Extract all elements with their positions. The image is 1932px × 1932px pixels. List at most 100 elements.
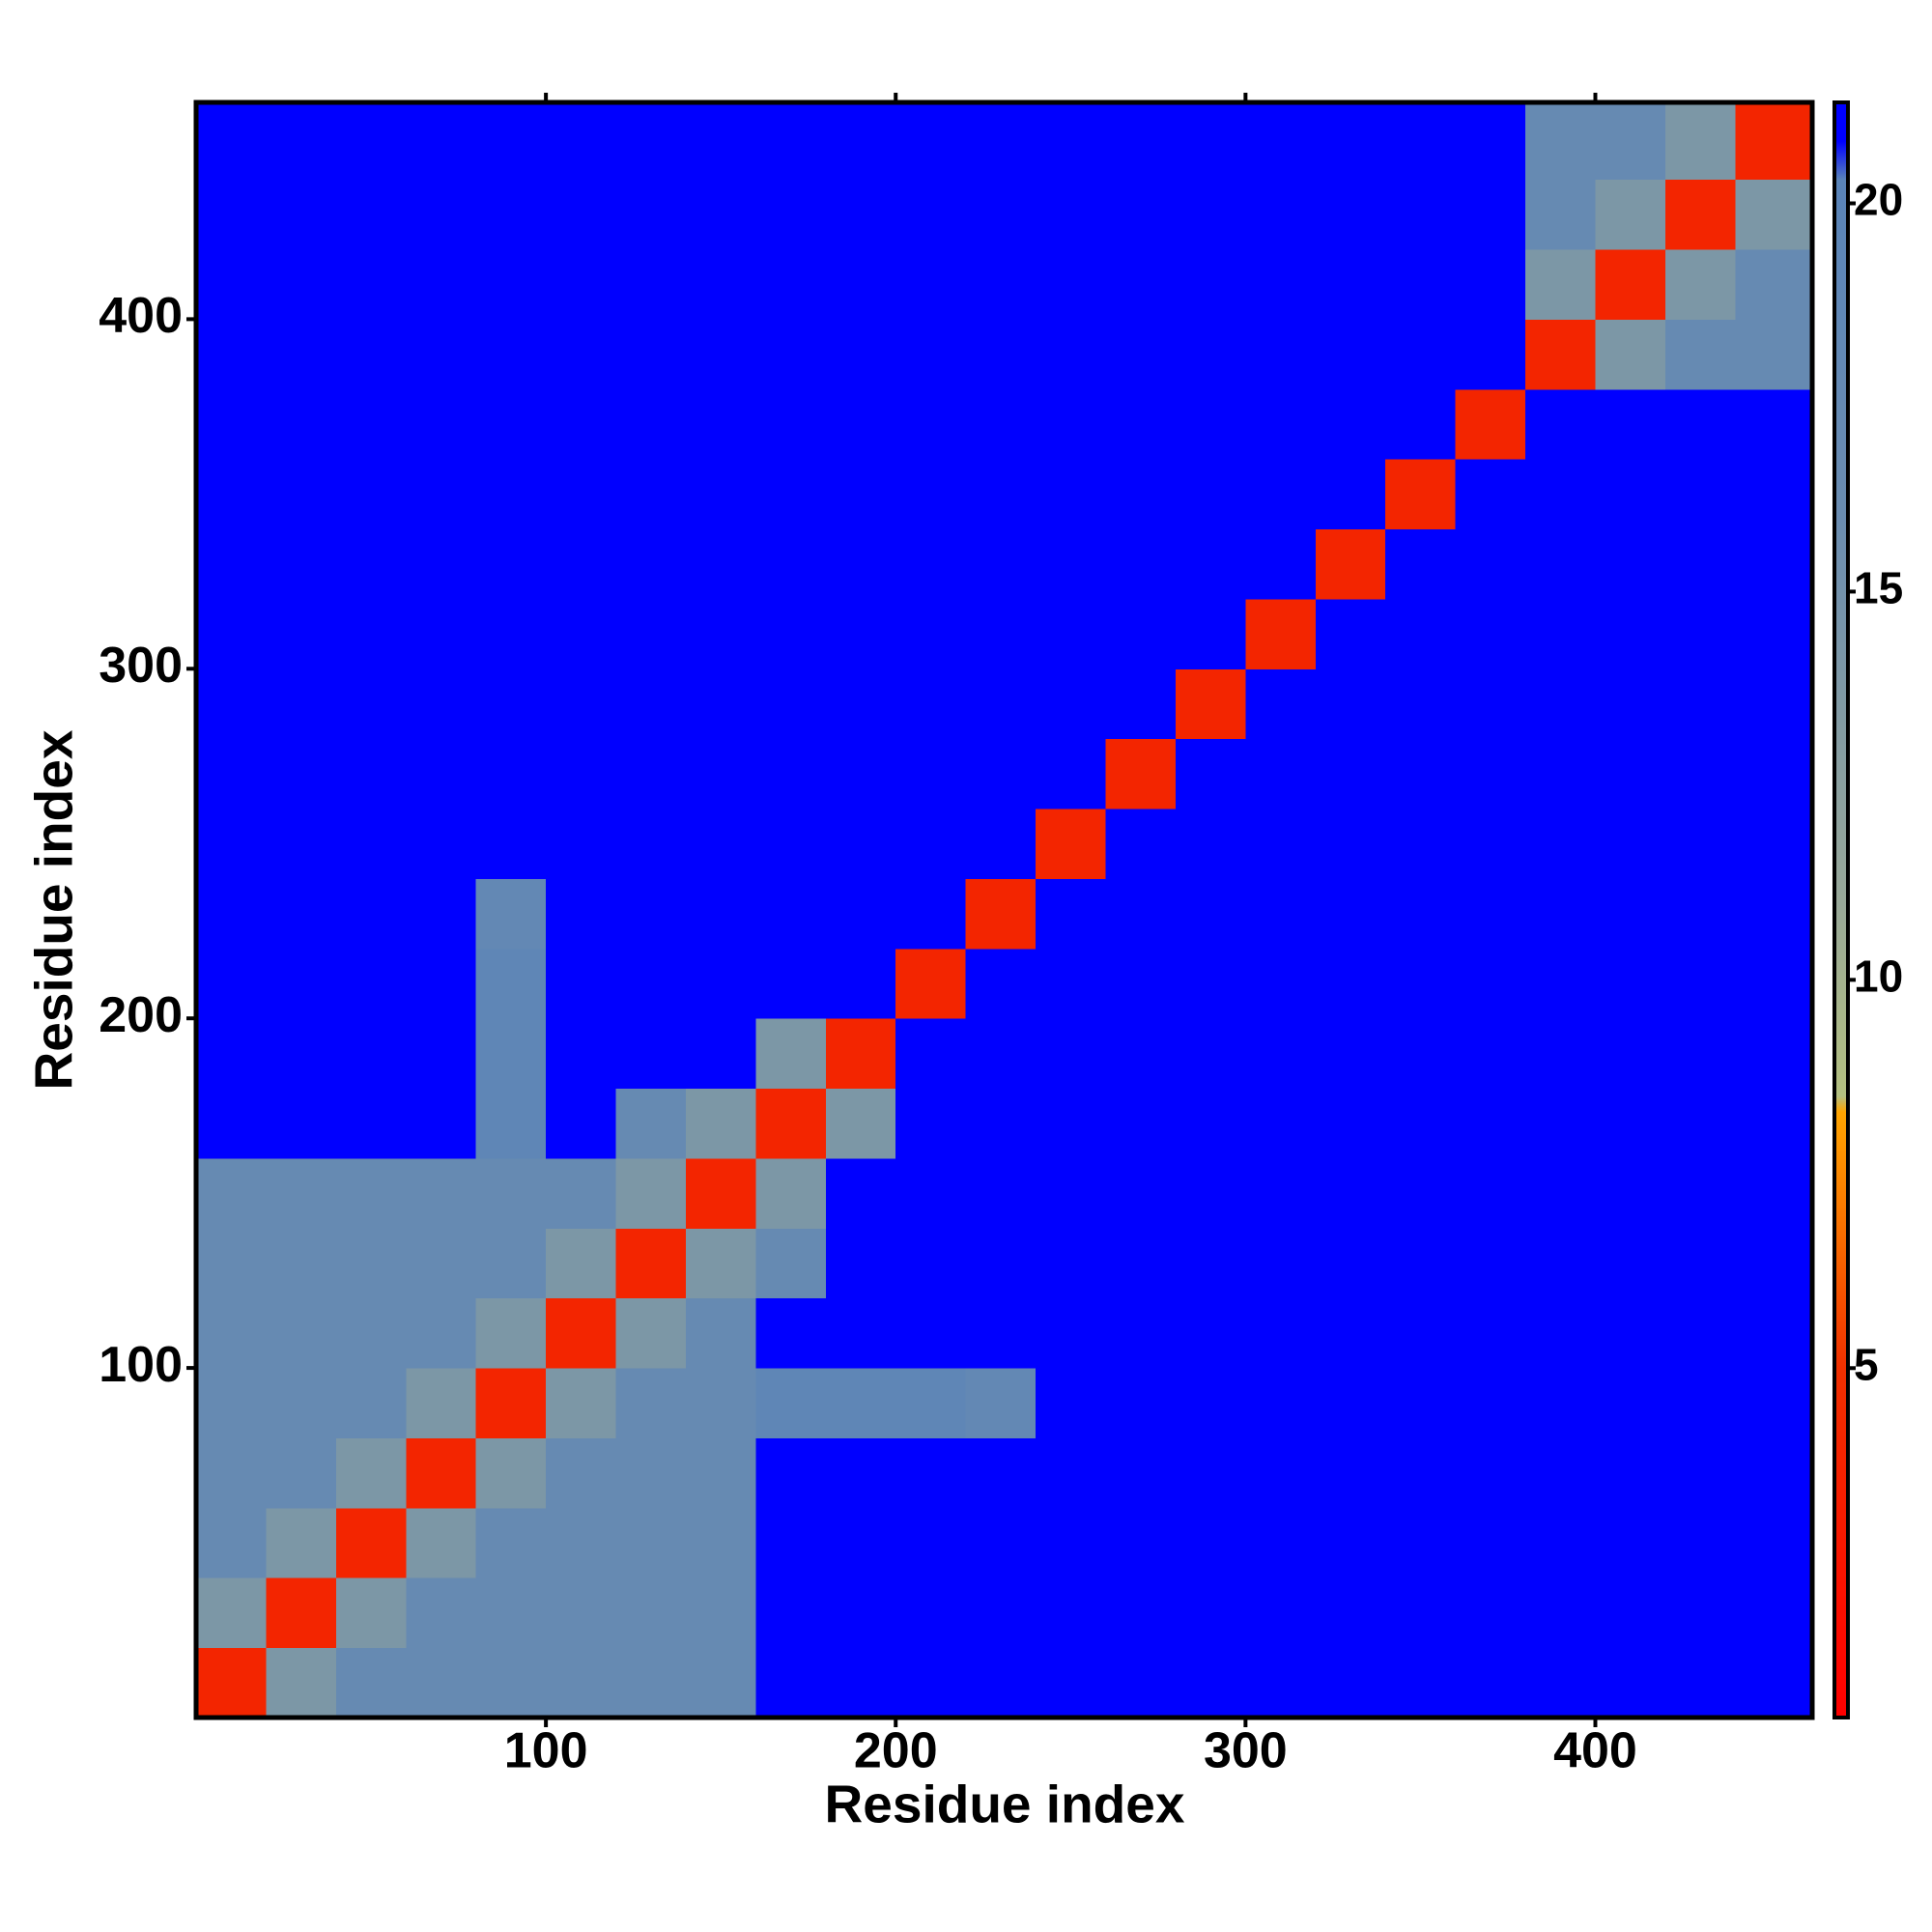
heatmap-cell xyxy=(546,528,617,600)
heatmap-cell xyxy=(1175,1018,1246,1090)
heatmap-cell xyxy=(546,1088,617,1159)
heatmap-cell xyxy=(1735,1297,1813,1369)
heatmap-cell xyxy=(1595,1088,1666,1159)
heatmap-cell xyxy=(1105,738,1177,810)
heatmap-cell xyxy=(1455,1577,1526,1649)
heatmap-cell xyxy=(825,1647,896,1719)
heatmap-cell xyxy=(546,809,617,879)
heatmap-cell xyxy=(1664,1368,1736,1438)
heatmap-cell xyxy=(1315,1228,1386,1299)
heatmap-cell xyxy=(615,1577,687,1649)
heatmap-cell xyxy=(1175,1368,1246,1438)
heatmap-cell xyxy=(1245,1018,1317,1090)
heatmap-cell xyxy=(825,319,896,390)
heatmap-cell xyxy=(475,388,547,460)
heatmap-cell xyxy=(1105,179,1177,250)
heatmap-cell xyxy=(1595,598,1666,669)
heatmap-cell xyxy=(1455,1437,1526,1509)
plot-frame xyxy=(193,99,1815,1720)
heatmap-cell xyxy=(1664,1297,1736,1369)
heatmap-cell xyxy=(1175,598,1246,669)
heatmap-cell xyxy=(1595,249,1666,320)
heatmap-cell xyxy=(406,598,477,669)
heatmap-cell xyxy=(1664,179,1736,250)
heatmap-cell xyxy=(1664,878,1736,950)
heatmap-cell xyxy=(1385,1088,1457,1159)
heatmap-cell xyxy=(1105,1507,1177,1578)
heatmap-cell xyxy=(1315,948,1386,1019)
heatmap-cell xyxy=(266,319,337,390)
heatmap-cell xyxy=(1455,809,1526,879)
heatmap-cell xyxy=(1036,528,1107,600)
heatmap-cell xyxy=(1455,738,1526,810)
heatmap-cell xyxy=(1664,738,1736,810)
heatmap-cell xyxy=(1315,459,1386,530)
heatmap-cell xyxy=(266,809,337,879)
heatmap-cell xyxy=(1245,249,1317,320)
heatmap-cell xyxy=(1385,388,1457,460)
heatmap-cell xyxy=(475,1437,547,1509)
heatmap-cell xyxy=(335,1647,407,1719)
heatmap-cell xyxy=(755,1297,827,1369)
heatmap-cell xyxy=(1525,948,1596,1019)
heatmap-cell xyxy=(1455,1157,1526,1229)
heatmap-cell xyxy=(1664,388,1736,460)
heatmap-cell xyxy=(1315,1647,1386,1719)
heatmap-cell xyxy=(1525,1577,1596,1649)
heatmap-cell xyxy=(1385,1507,1457,1578)
heatmap-cell xyxy=(1595,1577,1666,1649)
heatmap-cell xyxy=(1735,809,1813,879)
heatmap-cell xyxy=(1245,668,1317,740)
heatmap-cell xyxy=(895,1228,967,1299)
heatmap-cell xyxy=(1036,809,1107,879)
heatmap-cell xyxy=(1175,948,1246,1019)
heatmap-cell xyxy=(196,388,267,460)
heatmap-cell xyxy=(196,1437,267,1509)
colorbar-tick-label: 15 xyxy=(1854,563,1903,613)
heatmap-cell xyxy=(406,1297,477,1369)
heatmap-cell xyxy=(615,878,687,950)
heatmap-cell xyxy=(1315,179,1386,250)
heatmap-cell xyxy=(475,1228,547,1299)
heatmap-cell xyxy=(196,1507,267,1578)
heatmap-cell xyxy=(1105,1088,1177,1159)
heatmap-cell xyxy=(1245,948,1317,1019)
heatmap-cell xyxy=(546,668,617,740)
heatmap-cell xyxy=(1315,1088,1386,1159)
heatmap-cell xyxy=(1175,668,1246,740)
heatmap-cell xyxy=(1245,528,1317,600)
heatmap-cell xyxy=(1245,102,1317,181)
heatmap-cell xyxy=(1595,528,1666,600)
heatmap-cell xyxy=(825,1368,896,1438)
heatmap-cell xyxy=(825,1157,896,1229)
heatmap-cell xyxy=(1455,878,1526,950)
heatmap-cell xyxy=(1315,668,1386,740)
heatmap-cell xyxy=(755,179,827,250)
heatmap-cell xyxy=(685,1018,756,1090)
heatmap-cell xyxy=(615,1507,687,1578)
heatmap-cell xyxy=(615,738,687,810)
heatmap-cell xyxy=(475,948,547,1019)
heatmap-cell xyxy=(196,1228,267,1299)
heatmap-cell xyxy=(475,319,547,390)
heatmap-cell xyxy=(335,809,407,879)
heatmap-cell xyxy=(1455,1088,1526,1159)
heatmap-cell xyxy=(335,1297,407,1369)
heatmap-cell xyxy=(965,1088,1037,1159)
heatmap-cell xyxy=(755,809,827,879)
heatmap-cell xyxy=(196,1647,267,1719)
heatmap-cell xyxy=(1036,1297,1107,1369)
heatmap-cell xyxy=(825,179,896,250)
colorbar-tick-label: 10 xyxy=(1854,952,1903,1002)
heatmap-cell xyxy=(755,388,827,460)
heatmap-cell xyxy=(1455,249,1526,320)
heatmap-cell xyxy=(1664,1018,1736,1090)
heatmap-cell xyxy=(546,878,617,950)
heatmap-cell xyxy=(685,459,756,530)
heatmap-cell xyxy=(406,319,477,390)
heatmap-cell xyxy=(406,1507,477,1578)
heatmap-cell xyxy=(335,1228,407,1299)
heatmap-cell xyxy=(1595,668,1666,740)
heatmap-cell xyxy=(1385,1228,1457,1299)
heatmap-cell xyxy=(1105,249,1177,320)
